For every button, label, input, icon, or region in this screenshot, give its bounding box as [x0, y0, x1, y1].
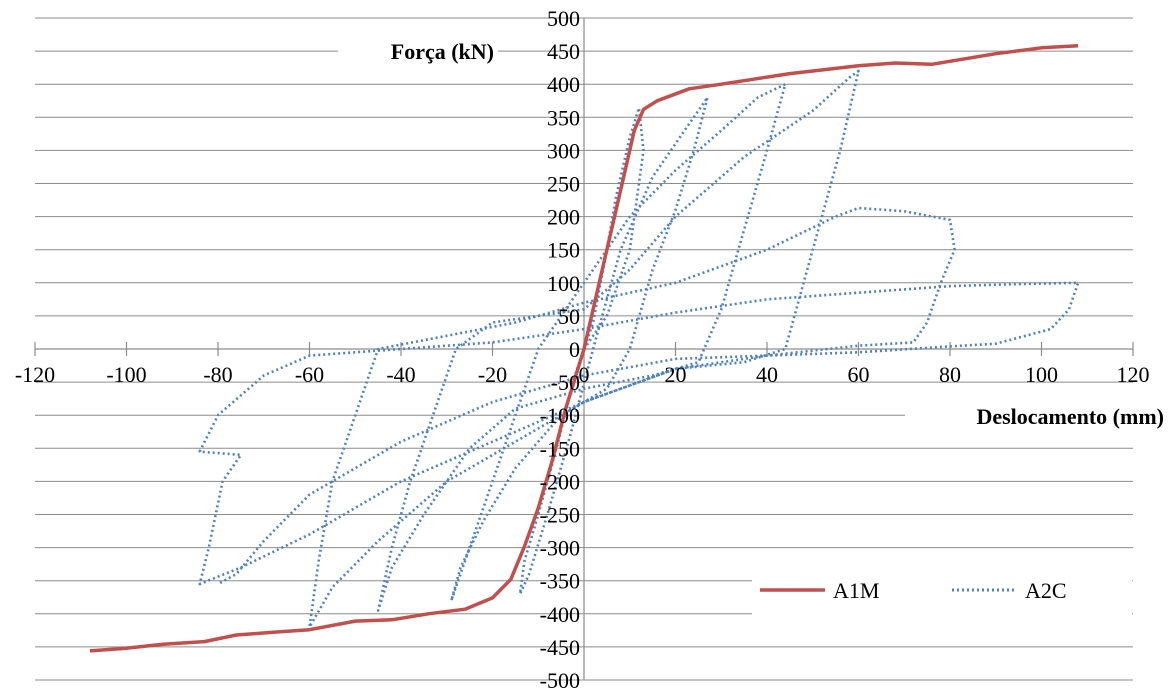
x-axis-title-background [905, 400, 1167, 434]
x-tick-label: -120 [15, 362, 55, 387]
y-tick-label: 250 [547, 172, 580, 197]
y-tick-label: 200 [547, 205, 580, 230]
y-tick-label: -200 [540, 469, 580, 494]
y-tick-label: 500 [547, 6, 580, 31]
y-tick-label: 150 [547, 238, 580, 263]
x-tick-label: 80 [939, 362, 961, 387]
y-tick-labels: -500-450-400-350-300-250-200-150-100-500… [540, 6, 580, 693]
x-tick-label: -20 [478, 362, 507, 387]
series-a2c-line [198, 69, 1080, 629]
y-tick-label: -100 [540, 403, 580, 428]
y-tick-label: 50 [558, 304, 580, 329]
x-tick-label: -80 [203, 362, 232, 387]
y-tick-label: -350 [540, 569, 580, 594]
y-tick-label: 100 [547, 271, 580, 296]
legend: A1M A2C [752, 565, 1132, 615]
y-axis-title-background [338, 36, 498, 70]
y-tick-label: 300 [547, 138, 580, 163]
x-tick-label: -100 [106, 362, 146, 387]
legend-label-a1m: A1M [833, 578, 879, 603]
x-tick-label: 0 [579, 362, 590, 387]
x-tick-label: 60 [848, 362, 870, 387]
y-tick-label: -250 [540, 503, 580, 528]
x-tick-label: 120 [1117, 362, 1150, 387]
y-tick-label: 350 [547, 105, 580, 130]
x-tick-labels: -120 -100 -80 -60 -40 -20 0 20 40 60 80 100 120 [15, 362, 1150, 387]
y-tick-label: -150 [540, 436, 580, 461]
y-tick-label: -300 [540, 536, 580, 561]
y-tick-label: -500 [540, 668, 580, 693]
y-tick-label: 0 [569, 337, 580, 362]
x-tick-label: 40 [756, 362, 778, 387]
series-a1m-line [89, 44, 1079, 653]
y-tick-label: -450 [540, 635, 580, 660]
x-tick-label: -40 [386, 362, 415, 387]
y-axis-title: Força (kN) [391, 39, 494, 64]
y-tick-label: 400 [547, 72, 580, 97]
y-tick-label: -50 [551, 370, 580, 395]
data-series [89, 44, 1080, 653]
x-tick-label: 100 [1025, 362, 1058, 387]
x-tick-label: 20 [665, 362, 687, 387]
x-axis-title: Deslocamento (mm) [976, 404, 1164, 429]
x-tick-label: -60 [295, 362, 324, 387]
legend-label-a2c: A2C [1025, 578, 1067, 603]
y-tick-label: -400 [540, 602, 580, 627]
y-tick-label: 450 [547, 39, 580, 64]
